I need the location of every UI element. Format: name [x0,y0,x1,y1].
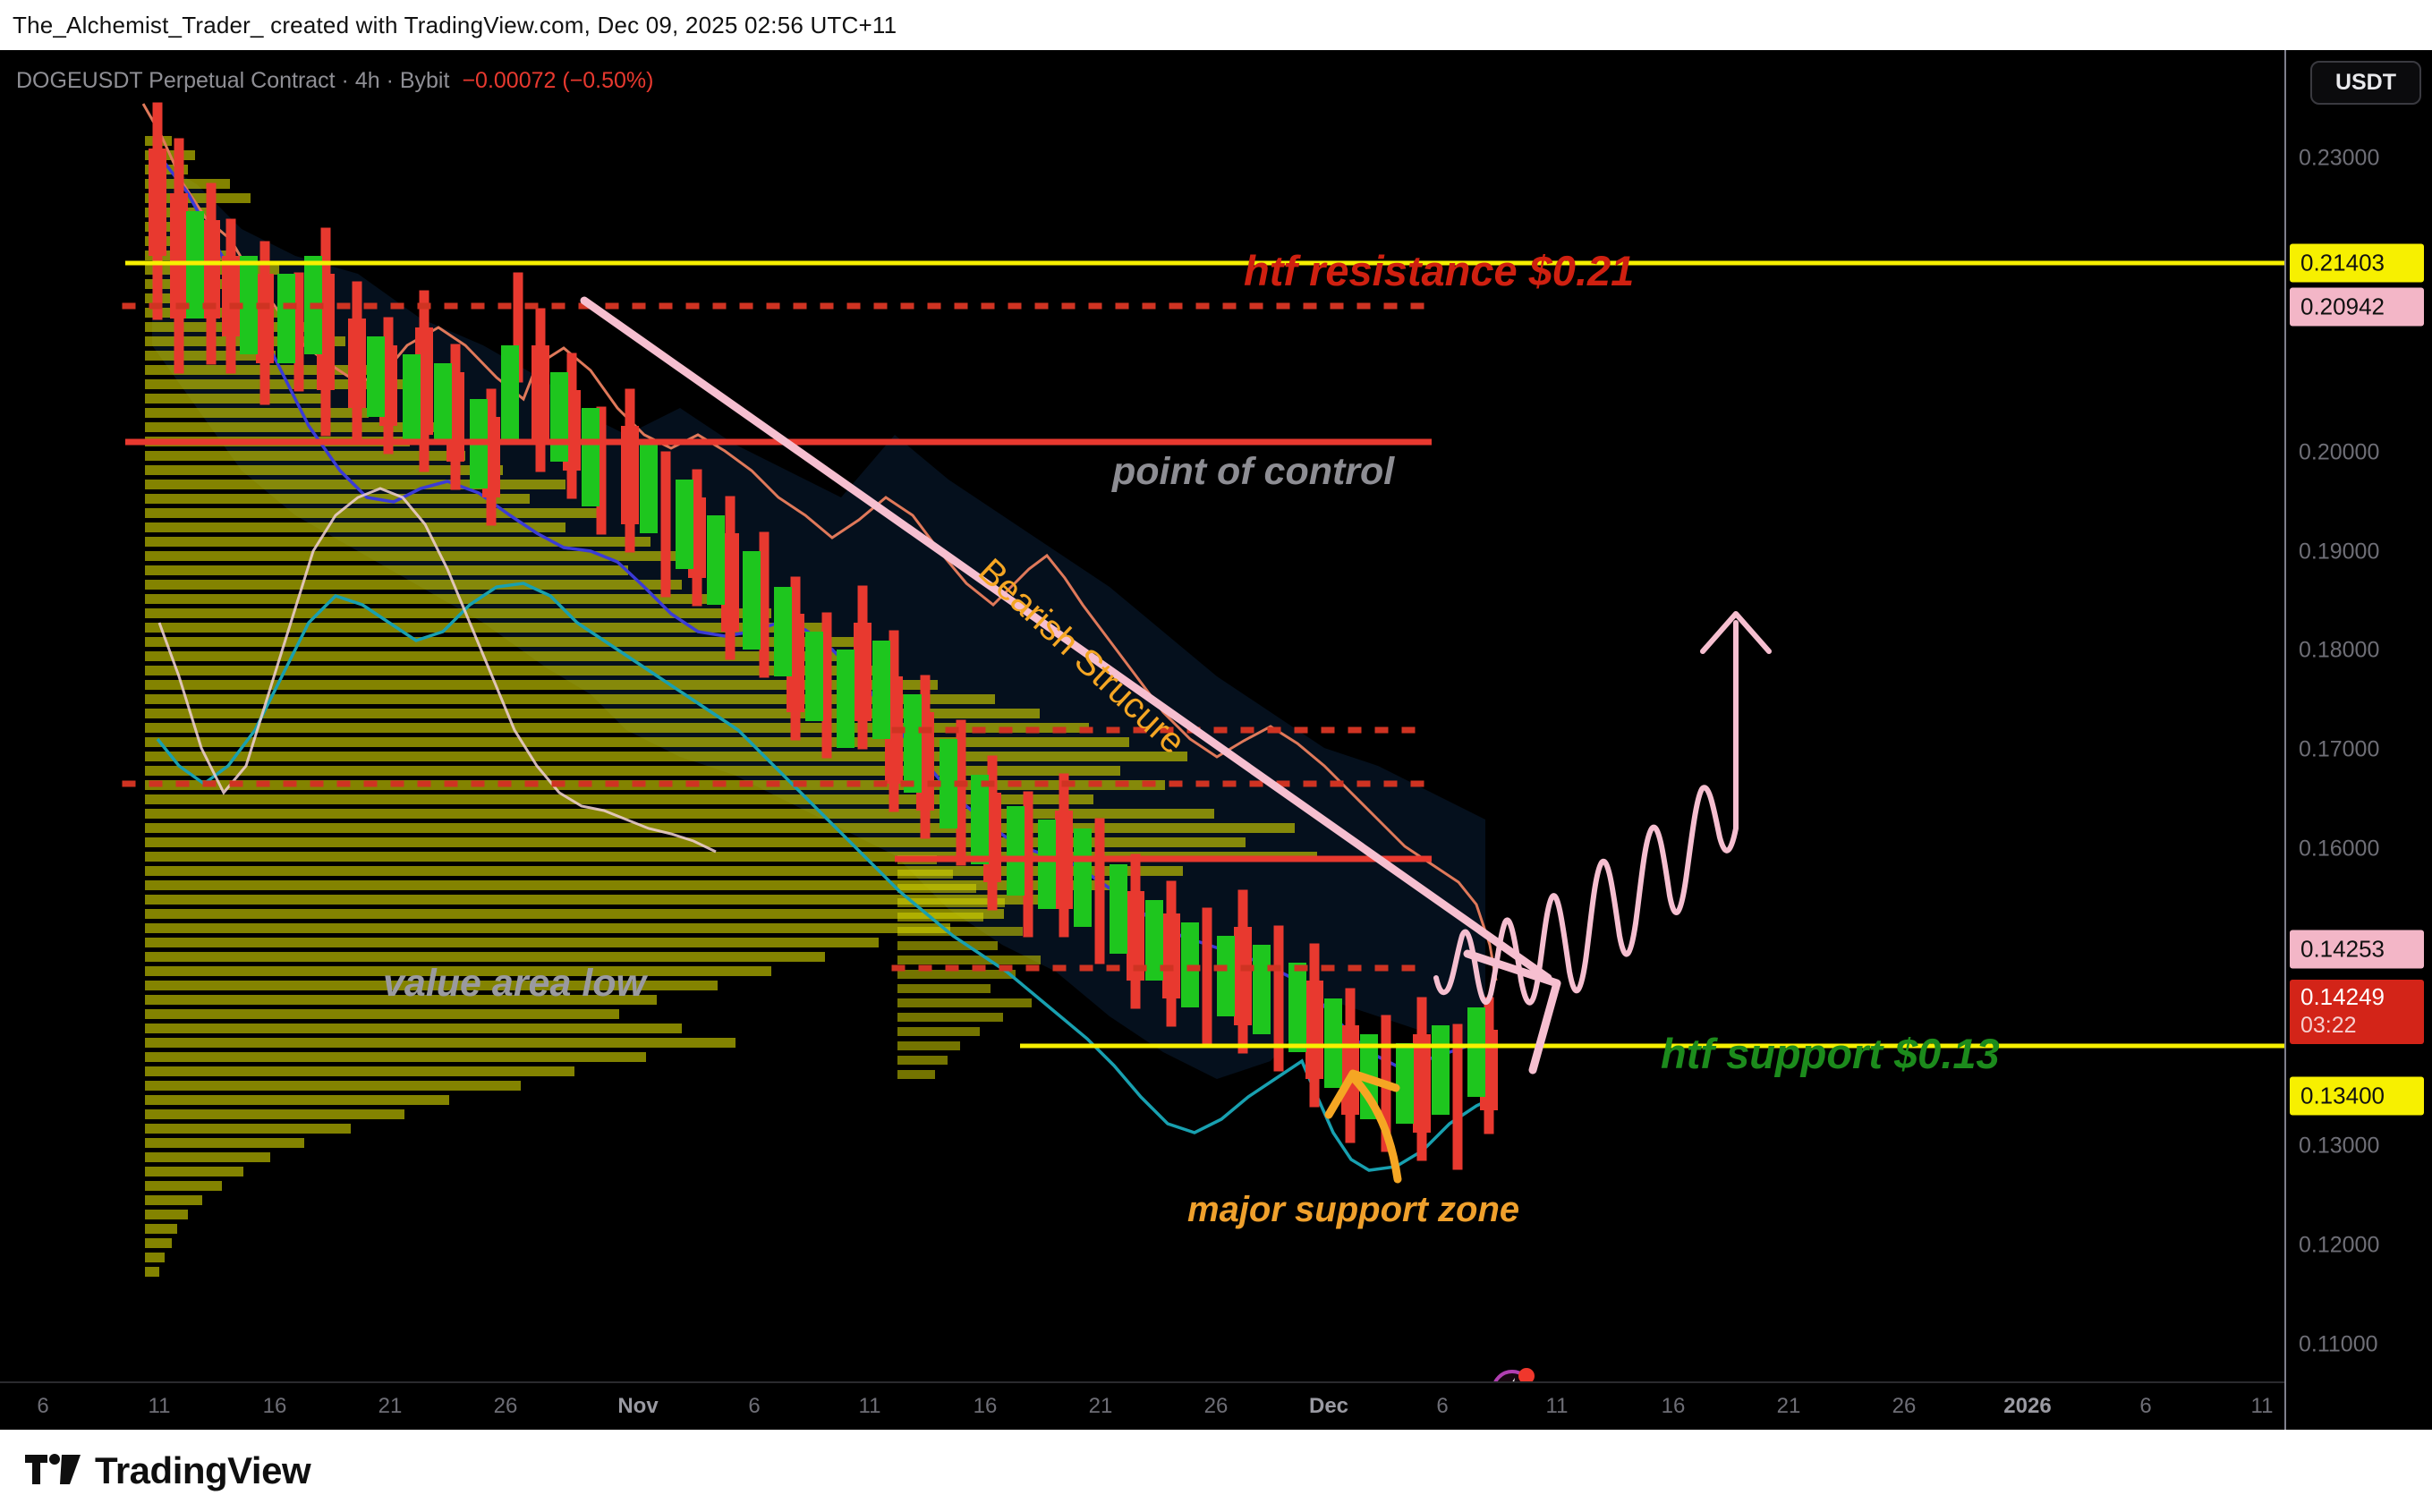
price-tag-htf-resistance[interactable]: 0.21403 [2290,243,2424,283]
tradingview-logo-icon [25,1454,81,1484]
time-label: 26 [1892,1394,1917,1418]
time-label: 16 [262,1394,287,1418]
time-label: 26 [493,1394,518,1418]
price-tick: 0.12000 [2299,1232,2380,1258]
annotation-major-support-zone: major support zone [1187,1190,1520,1229]
projection-path [1433,620,1739,1006]
time-label: 6 [37,1394,49,1418]
time-label: Dec [1308,1394,1349,1418]
symbol-legend[interactable]: DOGEUSDT Perpetual Contract · 4h · Bybit… [16,68,654,94]
volume-profile-recent [897,855,1041,1079]
current-price-value: 0.14249 [2300,983,2385,1010]
time-label: 21 [1776,1394,1801,1418]
time-label: 6 [748,1394,761,1418]
time-label: 11 [2250,1394,2274,1418]
time-label: 11 [1545,1394,1569,1418]
price-tick: 0.18000 [2299,637,2380,663]
footer-brand-bar: TradingView [0,1430,2432,1512]
annotation-htf-support: htf support $0.13 [1661,1030,2000,1077]
time-label: 16 [973,1394,998,1418]
price-tick: 0.13000 [2299,1133,2380,1159]
price-tag-prev-close[interactable]: 0.14253 [2290,930,2424,969]
time-label: 21 [378,1394,403,1418]
time-label: Nov [617,1394,659,1418]
time-axis[interactable]: 6 11 16 21 26 Nov 6 11 16 21 26 Dec 6 11… [0,1381,2284,1430]
time-label: 11 [148,1394,171,1418]
time-label: 11 [858,1394,881,1418]
price-tick: 0.11000 [2299,1331,2378,1357]
time-label: 6 [2139,1394,2152,1418]
lightning-bolt-badge-icon[interactable] [1489,1363,1539,1381]
price-tick: 0.17000 [2299,736,2380,762]
annotation-point-of-control: point of control [1112,450,1395,493]
major-support-arrow [1324,1069,1402,1184]
time-label: 6 [1436,1394,1449,1418]
price-tick: 0.23000 [2299,145,2380,171]
time-label: 2026 [2003,1394,2052,1418]
tradingview-wordmark: TradingView [95,1449,311,1491]
price-tag-current[interactable]: 0.14249 03:22 [2290,980,2424,1044]
credit-bar: The_Alchemist_Trader_ created with Tradi… [0,0,2432,50]
currency-badge[interactable]: USDT [2309,61,2421,105]
time-label: 26 [1203,1394,1229,1418]
annotation-value-area-low: value area low [383,962,646,1005]
price-series-layer [122,102,2284,1277]
price-change-label: −0.00072 (−0.50%) [462,68,654,93]
projection-arrowhead [1700,611,1772,654]
price-tag-htf-support[interactable]: 0.13400 [2290,1076,2424,1116]
chart-frame: DOGEUSDT Perpetual Contract · 4h · Bybit… [0,50,2432,1430]
price-tick: 0.16000 [2299,836,2380,862]
price-tag-secondary[interactable]: 0.20942 [2290,287,2424,327]
time-label: 16 [1661,1394,1686,1418]
time-label: 21 [1088,1394,1113,1418]
price-tick: 0.19000 [2299,539,2380,565]
bar-countdown: 03:22 [2300,1013,2357,1038]
symbol-legend-label: DOGEUSDT Perpetual Contract · 4h · Bybit [16,68,450,93]
annotation-htf-resistance: htf resistance $0.21 [1244,247,1635,294]
cloud-line [157,487,717,854]
chart-plot-area[interactable]: DOGEUSDT Perpetual Contract · 4h · Bybit… [0,50,2284,1381]
credit-text: The_Alchemist_Trader_ created with Tradi… [13,11,897,38]
price-tick: 0.20000 [2299,439,2380,465]
price-axis[interactable]: USDT 0.23000 0.22000 0.20000 0.19000 0.1… [2284,50,2432,1430]
